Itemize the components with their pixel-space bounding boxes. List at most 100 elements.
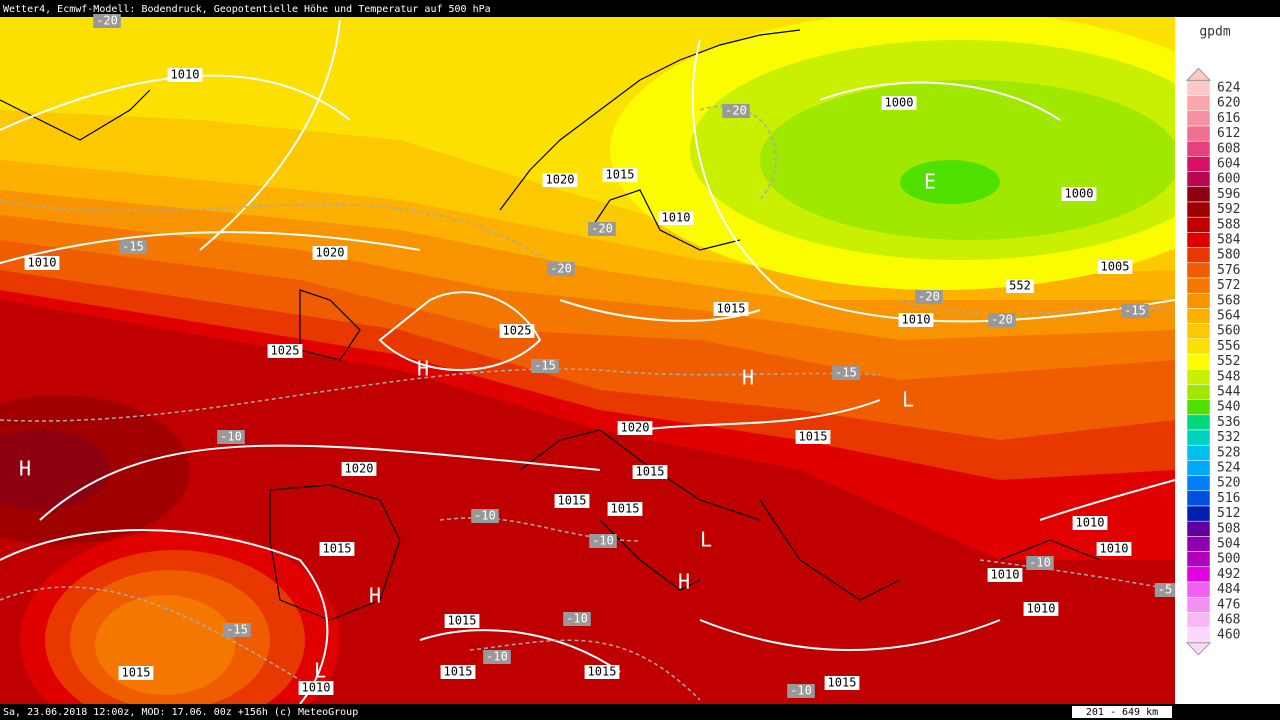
temperature-label: -10: [1029, 556, 1051, 570]
pressure-label-box: [1061, 187, 1097, 201]
legend-swatch: [1186, 201, 1211, 218]
pressure-label-box: [1006, 279, 1034, 293]
pressure-label: 1025: [271, 344, 300, 358]
pressure-center: L: [314, 659, 326, 683]
temperature-label: -15: [835, 366, 857, 380]
temperature-label: -15: [122, 240, 144, 254]
pressure-label: 1000: [885, 96, 914, 110]
pressure-label: 552: [1009, 279, 1031, 293]
pressure-label-box: [1072, 516, 1108, 530]
pressure-label: 1020: [345, 462, 374, 476]
legend-label: 476: [1217, 597, 1240, 612]
legend-label: 492: [1217, 567, 1240, 582]
pressure-center: H: [19, 457, 31, 481]
legend-swatch: [1186, 186, 1211, 203]
pressure-label: 1000: [1065, 187, 1094, 201]
pressure-label: 1025: [503, 324, 532, 338]
temperature-label: -10: [566, 612, 588, 626]
legend-label: 504: [1217, 537, 1241, 552]
legend-label: 584: [1217, 233, 1241, 248]
pressure-center: H: [678, 570, 690, 594]
legend-swatch: [1186, 292, 1211, 309]
pressure-label: 1010: [171, 68, 200, 82]
coastline: [0, 29, 1101, 621]
legend-label: 520: [1217, 476, 1240, 491]
legend-arrow: [1185, 67, 1212, 81]
legend-label: 508: [1217, 521, 1240, 536]
legend-swatch: [1186, 429, 1211, 446]
pressure-label-box: [881, 96, 917, 110]
legend-unit: gpdm: [1199, 25, 1230, 40]
legend-label: 580: [1217, 248, 1240, 263]
pressure-center: E: [924, 170, 936, 194]
pressure-label: 1015: [611, 502, 640, 516]
legend-swatch: [1186, 323, 1211, 340]
pressure-label-box: [1096, 542, 1132, 556]
pressure-label: 1015: [636, 465, 665, 479]
legend-swatch: [1186, 95, 1211, 112]
legend-label: 600: [1217, 172, 1240, 187]
pressure-label-box: [118, 666, 154, 680]
temperature-label: -10: [790, 684, 812, 698]
temperature-label-box: [217, 430, 245, 444]
legend-label: 524: [1217, 461, 1241, 476]
pressure-label-box: [440, 665, 476, 679]
legend-swatch: [1186, 627, 1211, 644]
pressure-label-box: [617, 421, 653, 435]
legend-swatch: [1186, 308, 1211, 324]
legend-swatch: [1186, 399, 1211, 416]
pressure-label: 1010: [662, 211, 691, 225]
legend-swatch: [1186, 368, 1211, 385]
temperature-label: -10: [486, 650, 508, 664]
legend-swatch: [1186, 536, 1211, 552]
legend-label: 588: [1217, 217, 1240, 232]
pressure-label: 1020: [621, 421, 650, 435]
legend-swatch: [1186, 384, 1211, 400]
pressure-center: H: [369, 584, 381, 608]
temperature-label: -20: [991, 313, 1013, 327]
pressure-label: 1010: [1100, 542, 1129, 556]
legend-swatch: [1186, 338, 1211, 355]
field: [900, 160, 1000, 204]
isotherm: [0, 105, 1175, 701]
pressure-label: 1015: [558, 494, 587, 508]
legend-label: 624: [1217, 81, 1241, 96]
temperature-label-box: [119, 240, 147, 254]
pressure-label-box: [607, 502, 643, 516]
legend-label: 500: [1217, 552, 1240, 567]
pressure-center: L: [902, 388, 914, 412]
pressure-center: H: [417, 357, 429, 381]
field: [970, 560, 1175, 704]
pressure-label-box: [341, 462, 377, 476]
legend-swatch: [1186, 612, 1211, 628]
pressure-label-box: [267, 344, 303, 358]
temperature-label-box: [223, 623, 251, 637]
legend: 6246206166126086046005965925885845805765…: [1185, 67, 1241, 656]
pressure-label: 1015: [799, 430, 828, 444]
footer-info: Sa, 23.06.2018 12:00z, MOD: 17.06. 00z +…: [3, 707, 358, 718]
temperature-label: -10: [592, 534, 614, 548]
pressure-label-box: [1023, 602, 1059, 616]
legend-swatch: [1186, 444, 1211, 461]
temperature-label-box: [787, 684, 815, 698]
legend-swatch: [1186, 80, 1211, 96]
pressure-label: 1015: [448, 614, 477, 628]
pressure-label: 1010: [28, 256, 57, 270]
legend-swatch: [1186, 520, 1211, 537]
pressure-label-box: [1097, 260, 1133, 274]
pressure-label-box: [632, 465, 668, 479]
legend-label: 564: [1217, 309, 1241, 324]
temperature-label: -10: [220, 430, 242, 444]
temperature-label-box: [547, 262, 575, 276]
field: [0, 430, 110, 510]
legend-swatch: [1186, 414, 1211, 431]
pressure-label: 1010: [902, 313, 931, 327]
legend-label: 484: [1217, 582, 1241, 597]
pressure-center: H: [742, 366, 754, 390]
map: [0, 17, 1175, 704]
temperature-label: -15: [1124, 304, 1146, 318]
legend-swatch: [1186, 262, 1211, 279]
pressure-label-box: [167, 68, 203, 82]
header-title: Wetter4, Ecmwf-Modell: Bodendruck, Geopo…: [3, 4, 491, 15]
temperature-label-box: [1154, 583, 1176, 597]
